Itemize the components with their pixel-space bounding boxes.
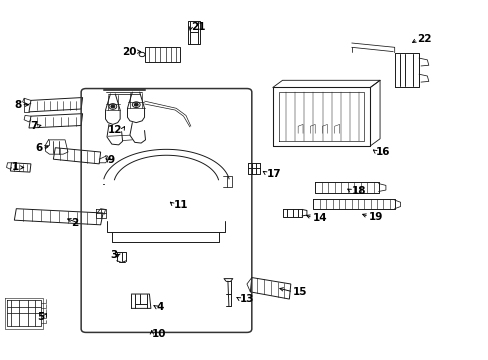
Text: 7: 7 — [30, 121, 37, 131]
Text: 9: 9 — [108, 155, 115, 165]
Text: 13: 13 — [239, 294, 254, 304]
Text: 6: 6 — [35, 143, 42, 153]
Text: 3: 3 — [110, 250, 118, 260]
Text: 16: 16 — [375, 147, 390, 157]
Text: 2: 2 — [71, 218, 79, 228]
Circle shape — [111, 105, 115, 108]
Text: 12: 12 — [108, 125, 122, 135]
Text: 22: 22 — [417, 35, 431, 44]
Text: 10: 10 — [152, 329, 166, 339]
Text: 17: 17 — [266, 168, 281, 179]
Text: 11: 11 — [173, 200, 188, 210]
Text: 1: 1 — [12, 162, 19, 172]
Text: 14: 14 — [312, 213, 327, 222]
Text: 4: 4 — [157, 302, 164, 312]
Circle shape — [134, 103, 138, 106]
Text: 19: 19 — [368, 212, 383, 221]
Text: 18: 18 — [351, 186, 366, 197]
Text: 21: 21 — [190, 22, 205, 32]
Text: 5: 5 — [37, 312, 44, 322]
Text: 8: 8 — [14, 100, 21, 110]
Text: 15: 15 — [293, 287, 307, 297]
Text: 20: 20 — [122, 46, 136, 57]
